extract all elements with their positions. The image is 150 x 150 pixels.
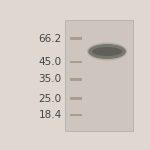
Text: 25.0: 25.0 [39, 94, 62, 104]
Bar [70, 78, 82, 81]
Text: 66.2: 66.2 [39, 34, 62, 44]
Text: 45.0: 45.0 [39, 57, 62, 67]
Bar [70, 98, 82, 100]
Bar [70, 114, 82, 116]
Ellipse shape [92, 47, 122, 56]
Text: 35.0: 35.0 [39, 74, 62, 84]
Text: 18.4: 18.4 [39, 110, 62, 120]
Ellipse shape [87, 42, 127, 60]
Ellipse shape [88, 44, 126, 59]
Bar [70, 60, 82, 63]
Bar [70, 37, 82, 40]
Bar [65, 20, 133, 131]
